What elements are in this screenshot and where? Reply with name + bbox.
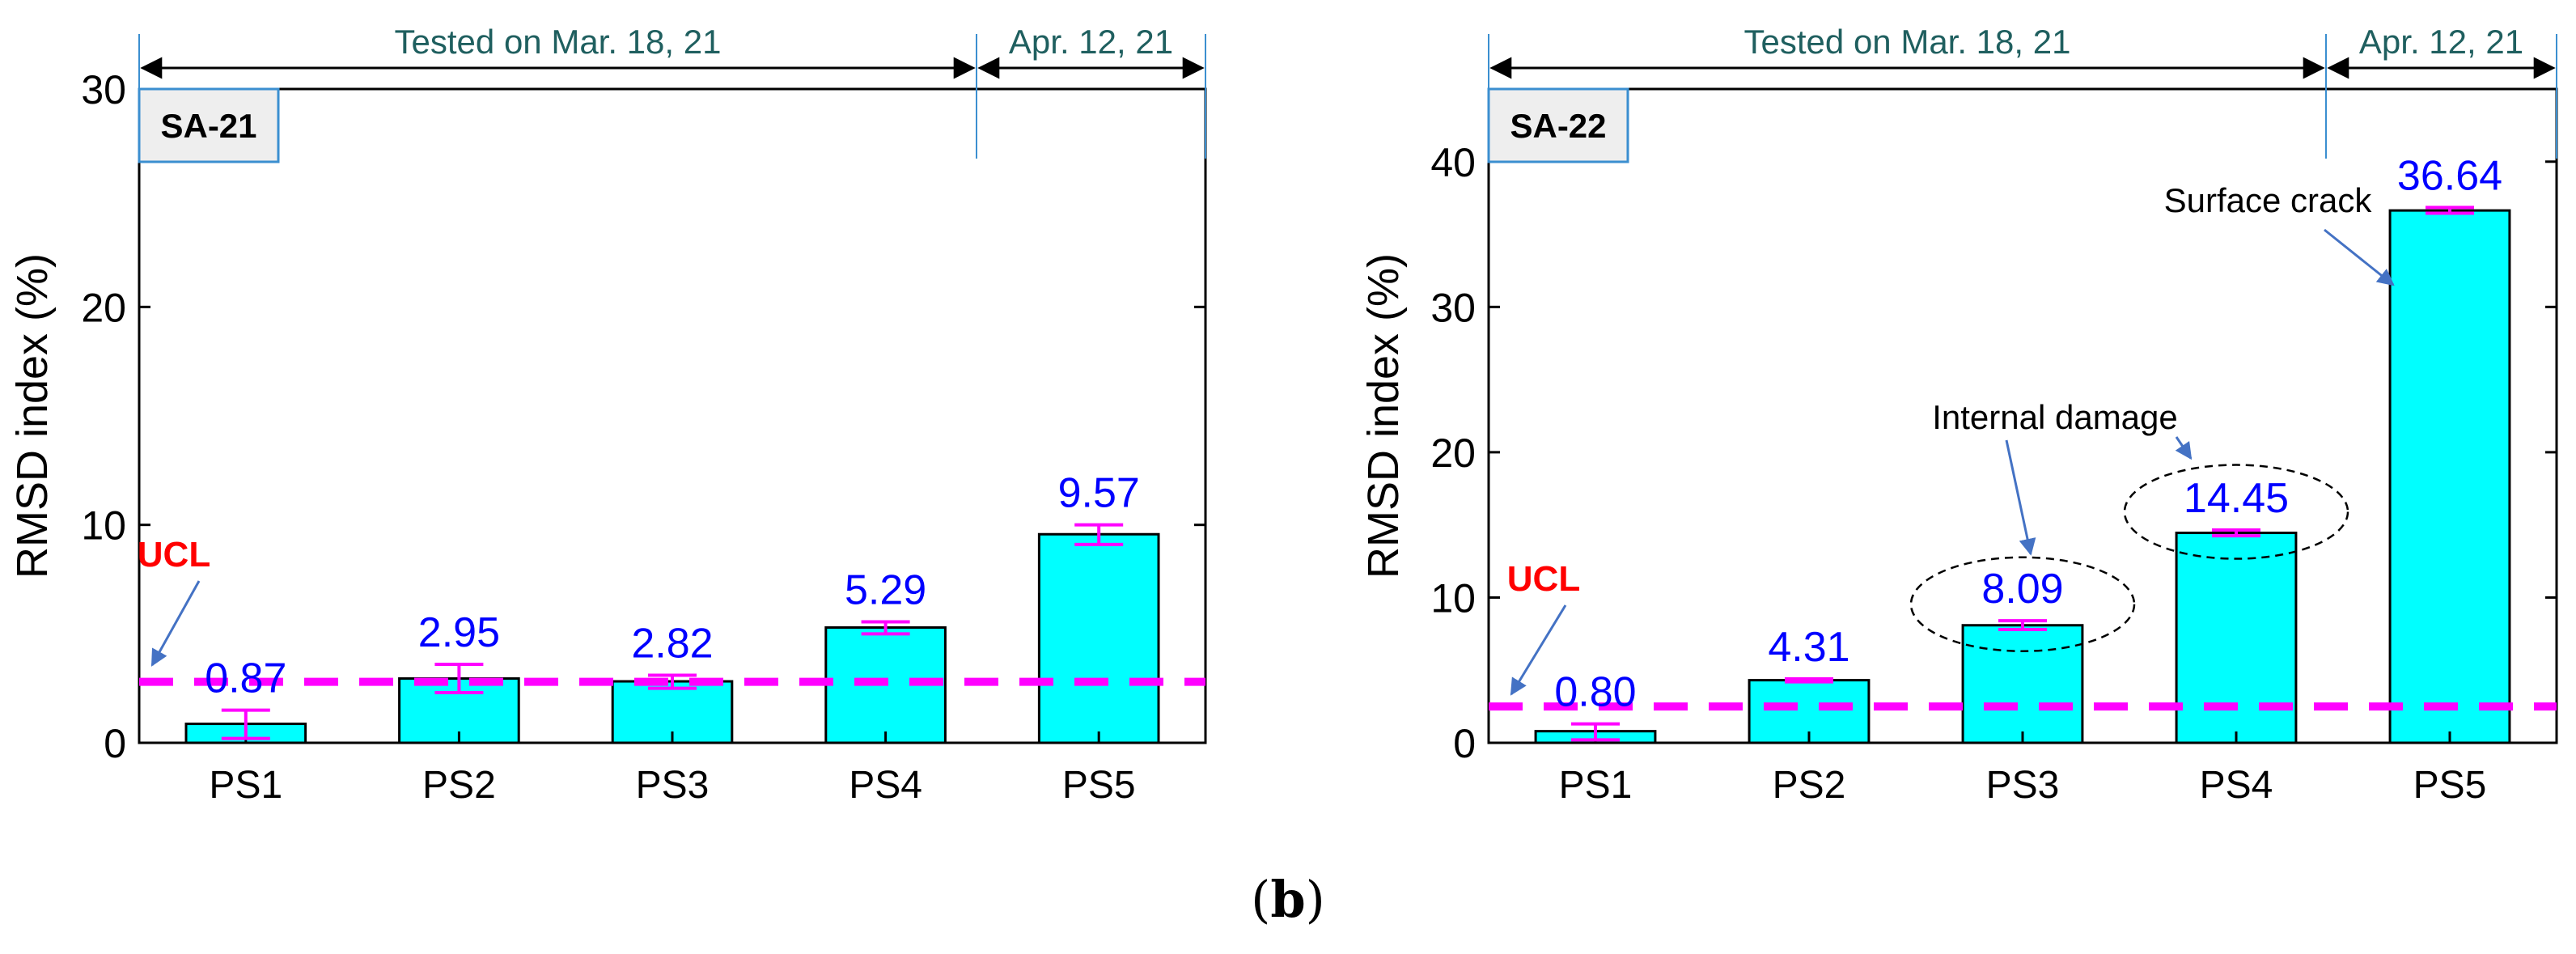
y-tick-label: 30 [1430, 285, 1476, 330]
x-tick-label: PS4 [2200, 764, 2273, 807]
figure-caption: (b) [0, 870, 2576, 929]
y-axis-label: RMSD index (%) [1359, 253, 1408, 579]
bar-ps5 [2388, 209, 2511, 744]
ucl-arrow [1510, 604, 1567, 696]
value-label: 14.45 [2184, 475, 2289, 522]
annotation-surface-crack: Surface crack [2164, 181, 2373, 219]
phase-label: Apr. 12, 21 [1009, 23, 1173, 61]
value-label: 0.87 [205, 655, 286, 702]
chart-sa-21: 0 10 20 30 RMSD index (%) PS1 PS2 PS3 PS4 PS5 0.87… [8, 23, 1207, 807]
y-tick-label: 20 [81, 285, 126, 330]
value-label: 9.57 [1058, 470, 1140, 517]
chart-sa-22: 0 10 20 30 40 RMSD index (%) PS1 PS2 PS3 PS4 PS5 0.… [1359, 23, 2558, 807]
highlight-ellipse [2123, 464, 2349, 560]
bar-ps4 [2175, 532, 2298, 744]
x-tick-label: PS1 [209, 764, 282, 807]
annotation-internal-damage: Internal damage [1932, 398, 2178, 436]
annotation-arrow [2175, 436, 2193, 460]
x-tick-label: PS5 [1062, 764, 1136, 807]
caption-close: ) [1305, 870, 1325, 929]
caption-open: ( [1251, 870, 1271, 929]
caption-letter: b [1270, 870, 1306, 929]
y-tick-label: 40 [1430, 140, 1476, 185]
value-label: 2.95 [418, 609, 500, 656]
x-tick-label: PS2 [422, 764, 496, 807]
ucl-label: UCL [1507, 559, 1580, 599]
panel-label: SA-22 [1510, 107, 1606, 145]
phase-label: Tested on Mar. 18, 21 [1744, 23, 2071, 61]
y-axis-label: RMSD index (%) [8, 253, 57, 579]
annotation-arrow [2005, 439, 2036, 556]
bar-ps5 [1037, 532, 1160, 744]
x-tick-label: PS4 [849, 764, 922, 807]
value-label: 4.31 [1768, 624, 1849, 671]
y-tick-label: 10 [1430, 575, 1476, 621]
annotation-arrow [2324, 228, 2395, 286]
value-label: 0.80 [1554, 669, 1636, 716]
value-label: 5.29 [845, 567, 926, 614]
y-tick-label: 0 [1453, 721, 1476, 766]
highlight-ellipse [1909, 556, 2136, 652]
panel-label-box [1487, 87, 1629, 163]
panel-label-box [138, 87, 280, 163]
ucl-label: UCL [138, 535, 210, 575]
ucl-arrow [150, 580, 201, 667]
panel-label: SA-21 [160, 107, 256, 145]
x-tick-label: PS3 [1986, 764, 2060, 807]
y-tick-label: 30 [81, 67, 126, 112]
x-tick-label: PS2 [1773, 764, 1846, 807]
value-label: 36.64 [2397, 152, 2502, 199]
value-label: 2.82 [631, 621, 713, 668]
bar-ps3 [1961, 624, 2084, 744]
y-tick-label: 20 [1430, 430, 1476, 476]
phase-label: Apr. 12, 21 [2359, 23, 2523, 61]
value-label: 8.09 [1981, 566, 2063, 613]
y-tick-label: 10 [81, 503, 126, 549]
y-tick-label: 0 [104, 721, 126, 766]
x-tick-label: PS1 [1559, 764, 1633, 807]
x-tick-label: PS3 [636, 764, 710, 807]
phase-label: Tested on Mar. 18, 21 [395, 23, 722, 61]
x-tick-label: PS5 [2413, 764, 2487, 807]
